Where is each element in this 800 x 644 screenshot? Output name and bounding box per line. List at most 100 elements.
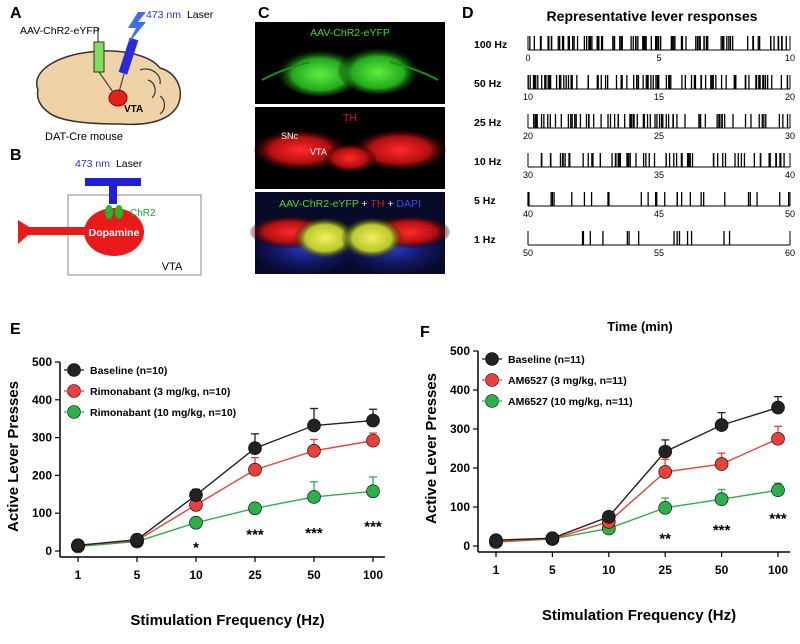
raster-time-tick: 50 (523, 248, 533, 258)
data-point (489, 533, 503, 547)
vta-label-a: VTA (124, 104, 143, 115)
panel-b: B 473 nm Laser ChR2 Dopamine VTA (10, 147, 202, 276)
x-tick-label: 1 (75, 568, 82, 582)
data-point (189, 515, 203, 530)
legend-label: AM6527 (3 mg/kg, n=11) (508, 375, 627, 387)
significance-marker: *** (305, 525, 323, 542)
data-point (545, 531, 560, 546)
legend-label: Baseline (n=10) (90, 365, 167, 377)
y-tick-label: 0 (45, 544, 52, 558)
th-label: TH (343, 112, 357, 124)
merge-th: TH (370, 198, 384, 210)
data-point (248, 441, 262, 455)
th-signal-center (324, 144, 376, 172)
x-tick-label: 50 (307, 568, 321, 582)
data-point (714, 492, 729, 507)
x-tick-label: 25 (659, 563, 673, 577)
data-point (71, 538, 85, 553)
raster-time-tick: 30 (523, 170, 533, 180)
raster-time-tick: 20 (785, 92, 795, 102)
x-tick-label: 5 (134, 568, 141, 582)
y-tick-label: 200 (32, 468, 52, 482)
data-point (601, 509, 616, 524)
th-signal-right (354, 130, 446, 170)
panel-letter-c: C (258, 5, 270, 22)
eyfp-label: AAV-ChR2-eYFP (310, 27, 390, 39)
raster-time-tick: 15 (654, 92, 664, 102)
legend-label: Rimonabant (3 mg/kg, n=10) (90, 386, 230, 398)
chr2-label: ChR2 (130, 208, 156, 219)
y-tick-label: 500 (450, 344, 470, 358)
x-tick-label: 25 (248, 568, 262, 582)
y-tick-label: 0 (463, 539, 470, 553)
data-point (307, 418, 321, 433)
raster-time-tick: 10 (523, 92, 533, 102)
x-tick-label: 1 (493, 563, 500, 577)
y-tick-label: 400 (32, 393, 52, 407)
laser-fiber-icon (118, 12, 146, 93)
raster-row-label: 50 Hz (474, 78, 501, 90)
series-line (495, 406, 779, 541)
data-point (366, 413, 380, 428)
panel-letter-a: A (10, 5, 22, 22)
series-line (77, 490, 374, 548)
raster-xlabel: Time (min) (607, 319, 673, 334)
merge-signal-right (342, 218, 402, 258)
x-tick-label: 10 (602, 563, 616, 577)
merge-dapi: DAPI (396, 198, 421, 210)
legend-label: Rimonabant (10 mg/kg, n=10) (90, 407, 236, 419)
raster-title: Representative lever responses (547, 8, 758, 24)
panel-f-chart: F 0 100 200 300 400 500 1 5 10 25 50 100 Stimulation… (420, 324, 790, 624)
dopamine-neuron (84, 208, 144, 256)
series-line (77, 439, 374, 547)
significance-marker: *** (364, 519, 382, 536)
raster-time-tick: 5 (656, 53, 661, 63)
chr2-channel-2 (115, 205, 123, 219)
panel-letter-d: D (462, 5, 474, 22)
eyfp-signal-right (338, 46, 418, 94)
significance-marker: *** (769, 510, 787, 527)
raster-row-label: 1 Hz (474, 234, 496, 246)
panel-a: A AAV-ChR2-eYFP 473 nm Laser VTA DAT-Cre… (10, 5, 214, 143)
panel-letter-e: E (10, 321, 21, 338)
y-tick-label: 300 (450, 422, 470, 436)
eyfp-signal-left (278, 48, 362, 96)
snc-label: SNc (281, 131, 299, 141)
data-point (130, 532, 144, 547)
merge-label: AAV-ChR2-eYFP + TH + DAPI (279, 198, 421, 210)
th-signal-left (254, 130, 346, 170)
data-point (307, 444, 321, 458)
x-tick-label: 100 (768, 563, 788, 577)
laser-wavelength-b: 473 nm (75, 158, 110, 170)
data-point (248, 462, 262, 477)
vta-label-b: VTA (162, 261, 183, 273)
y-tick-label: 300 (32, 431, 52, 445)
y-axis-title: Active Lever Presses (423, 373, 440, 524)
x-tick-label: 10 (189, 568, 203, 582)
laser-stem (109, 186, 117, 204)
data-point (366, 433, 380, 448)
significance-marker: ** (659, 531, 671, 548)
raster-time-tick: 45 (654, 209, 664, 219)
laser-wavelength: 473 nm (146, 9, 181, 21)
merge-plus-1: + (359, 198, 371, 210)
data-point (307, 490, 321, 504)
raster-row-label: 5 Hz (474, 195, 496, 207)
significance-marker: * (193, 539, 199, 556)
x-tick-label: 100 (363, 568, 383, 582)
raster-row-label: 25 Hz (474, 117, 501, 129)
x-axis-title: Stimulation Frequency (Hz) (130, 612, 324, 629)
data-point (771, 400, 785, 415)
panel-letter-f: F (420, 324, 430, 341)
raster-time-tick: 10 (785, 53, 795, 63)
data-point (366, 484, 380, 499)
raster-time-tick: 40 (523, 209, 533, 219)
data-point (771, 483, 785, 498)
data-point (189, 488, 203, 502)
merge-eyfp: AAV-ChR2-eYFP (279, 198, 359, 210)
panel-c: C AAV-ChR2-eYFP TH SNc VTA AAV-ChR2-eYFP… (250, 5, 450, 274)
y-tick-label: 400 (450, 383, 470, 397)
y-tick-label: 200 (450, 461, 470, 475)
dopamine-label: Dopamine (89, 227, 140, 239)
